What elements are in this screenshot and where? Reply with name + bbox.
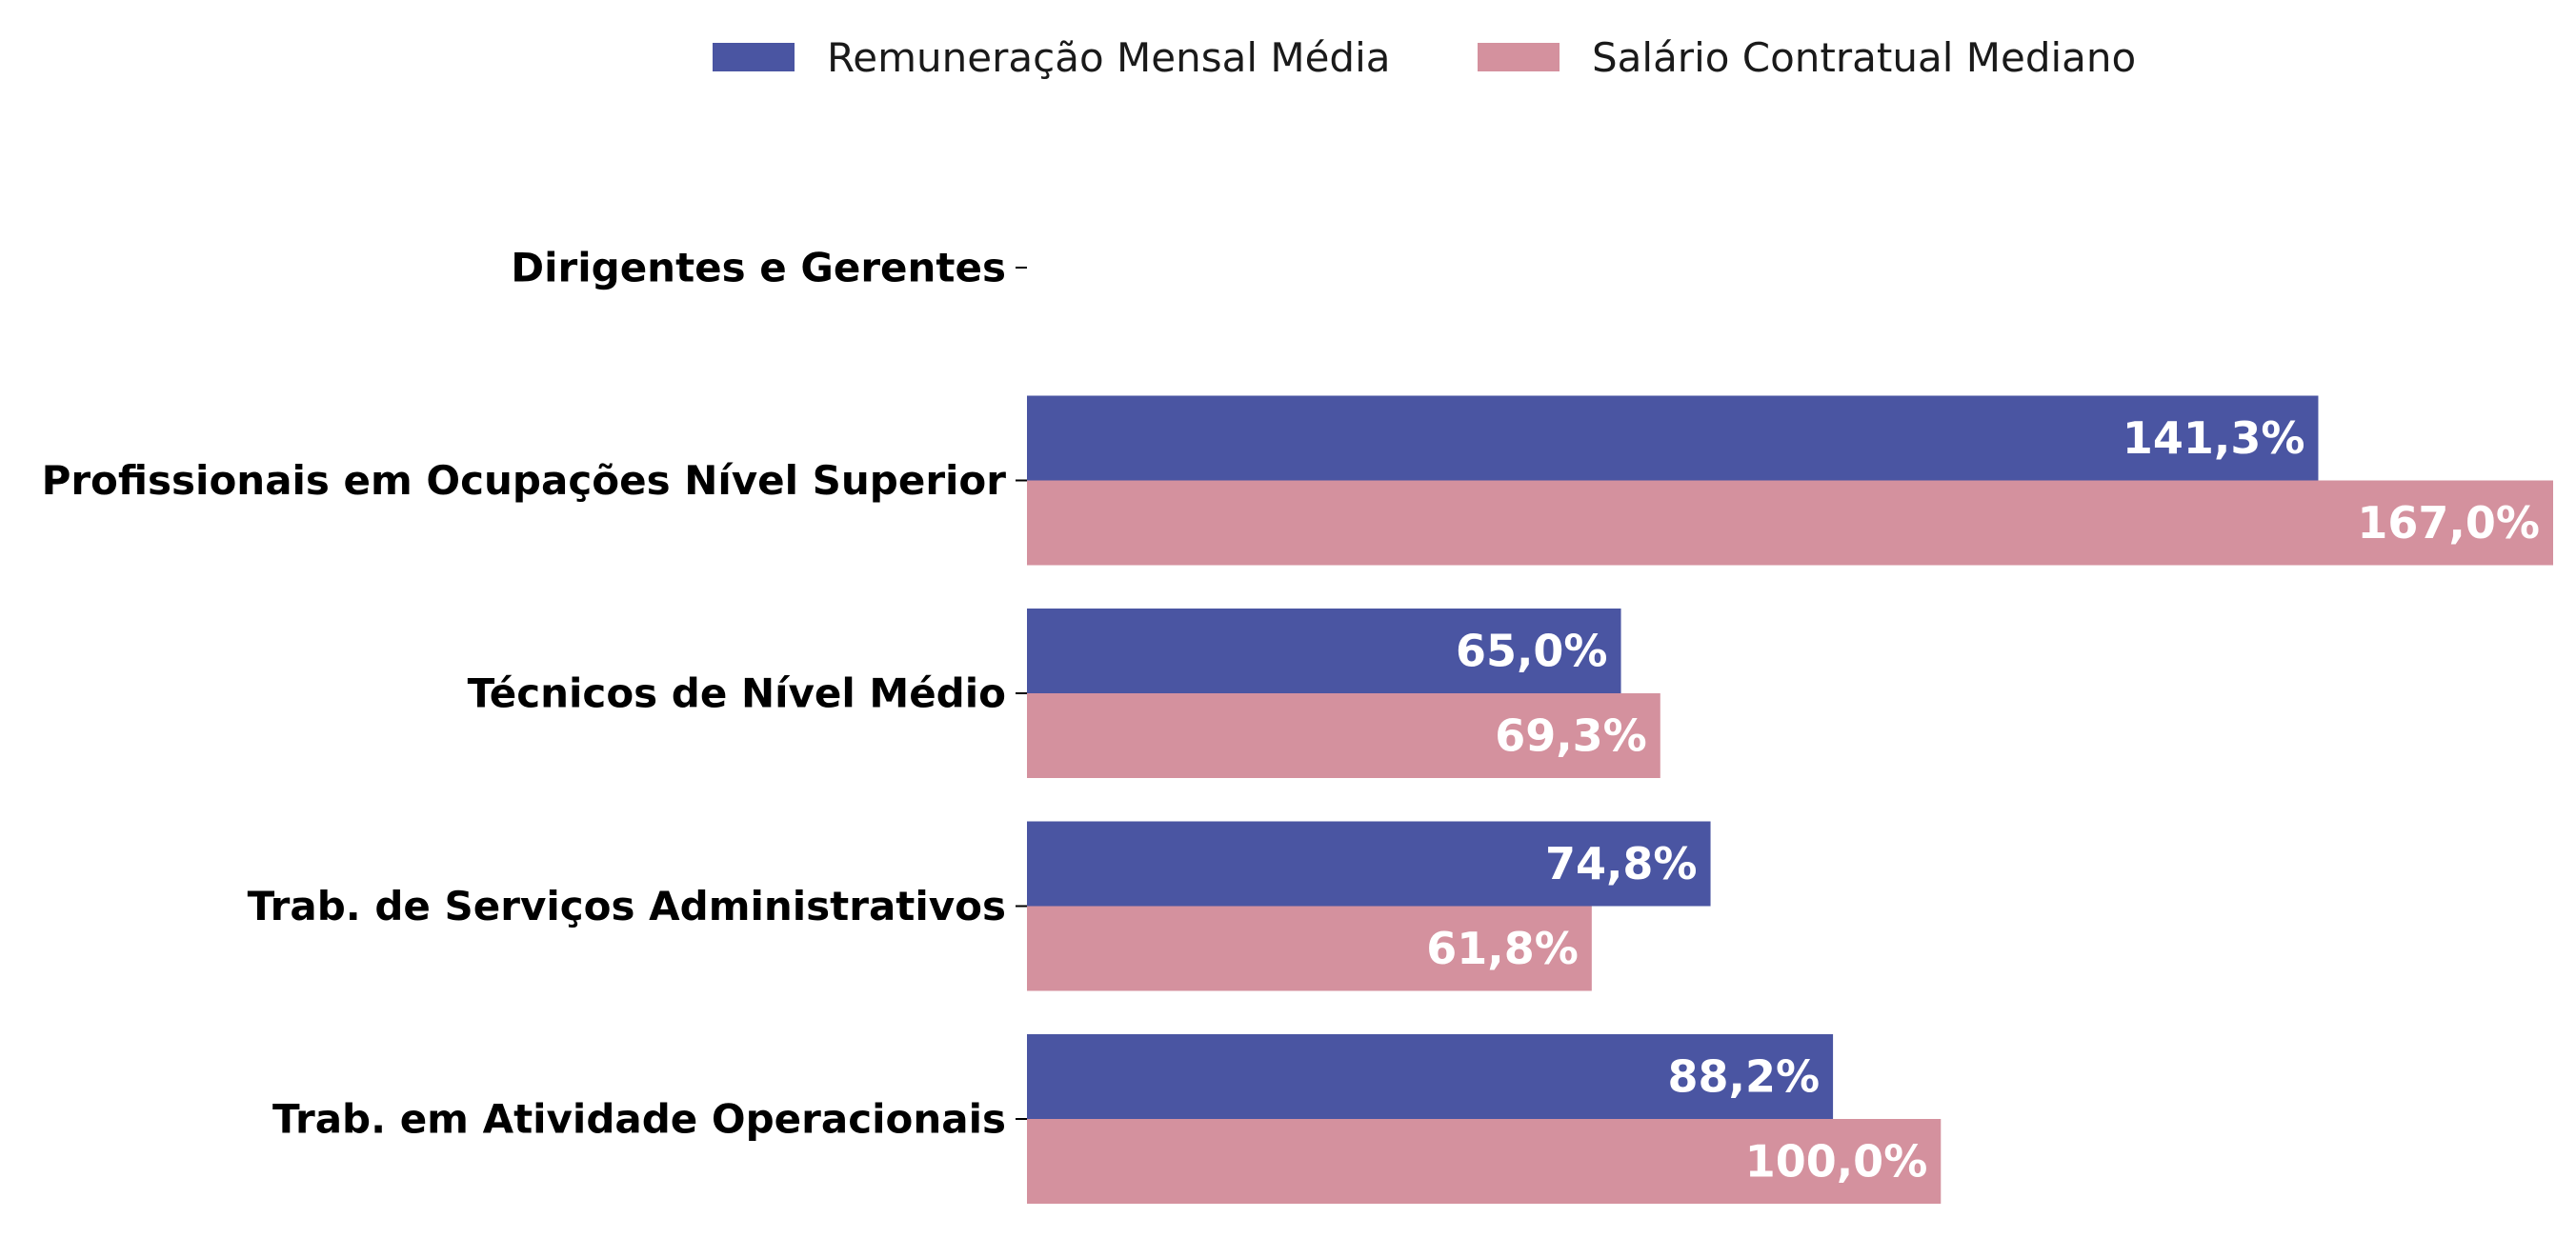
data-label-s1-4: 100,0% bbox=[1745, 1136, 1928, 1188]
y-tick-label-0: Dirigentes e Gerentes bbox=[511, 245, 1006, 291]
bar-s1-4 bbox=[1027, 1119, 1942, 1204]
legend-label-remuneracao: Remuneração Mensal Média bbox=[827, 33, 1391, 81]
bar-s1-2 bbox=[1027, 693, 1660, 778]
data-label-s1-3: 61,8% bbox=[1426, 923, 1579, 974]
legend: Remuneração Mensal Média Salário Contrat… bbox=[0, 29, 2576, 86]
bar-s0-4 bbox=[1027, 1034, 1834, 1119]
data-label-s0-3: 74,8% bbox=[1545, 838, 1698, 889]
y-tick-label-4: Trab. em Atividade Operacionais bbox=[272, 1096, 1006, 1143]
data-label-s0-2: 65,0% bbox=[1456, 626, 1608, 677]
bar-s0-3 bbox=[1027, 821, 1711, 907]
data-label-s1-2: 69,3% bbox=[1495, 710, 1647, 762]
data-label-s1-1: 167,0% bbox=[2357, 497, 2540, 549]
legend-item-remuneracao: Remuneração Mensal Média bbox=[713, 29, 1391, 86]
legend-item-salario: Salário Contratual Mediano bbox=[1478, 29, 2136, 86]
bar-s0-1 bbox=[1027, 395, 2319, 481]
bar-s1-1 bbox=[1027, 480, 2553, 566]
legend-swatch-salario bbox=[1478, 43, 1560, 71]
y-tick-label-3: Trab. de Serviços Administrativos bbox=[248, 883, 1006, 929]
data-label-s0-4: 88,2% bbox=[1667, 1051, 1820, 1103]
y-tick-label-1: Profissionais em Ocupações Nível Superio… bbox=[42, 457, 1007, 504]
y-tick-label-2: Técnicos de Nível Médio bbox=[468, 670, 1006, 717]
data-label-s0-1: 141,3% bbox=[2123, 412, 2305, 464]
legend-swatch-remuneracao bbox=[713, 43, 795, 71]
bar-s0-2 bbox=[1027, 609, 1621, 693]
bar-s1-3 bbox=[1027, 906, 1592, 991]
legend-label-salario: Salário Contratual Mediano bbox=[1592, 33, 2137, 81]
